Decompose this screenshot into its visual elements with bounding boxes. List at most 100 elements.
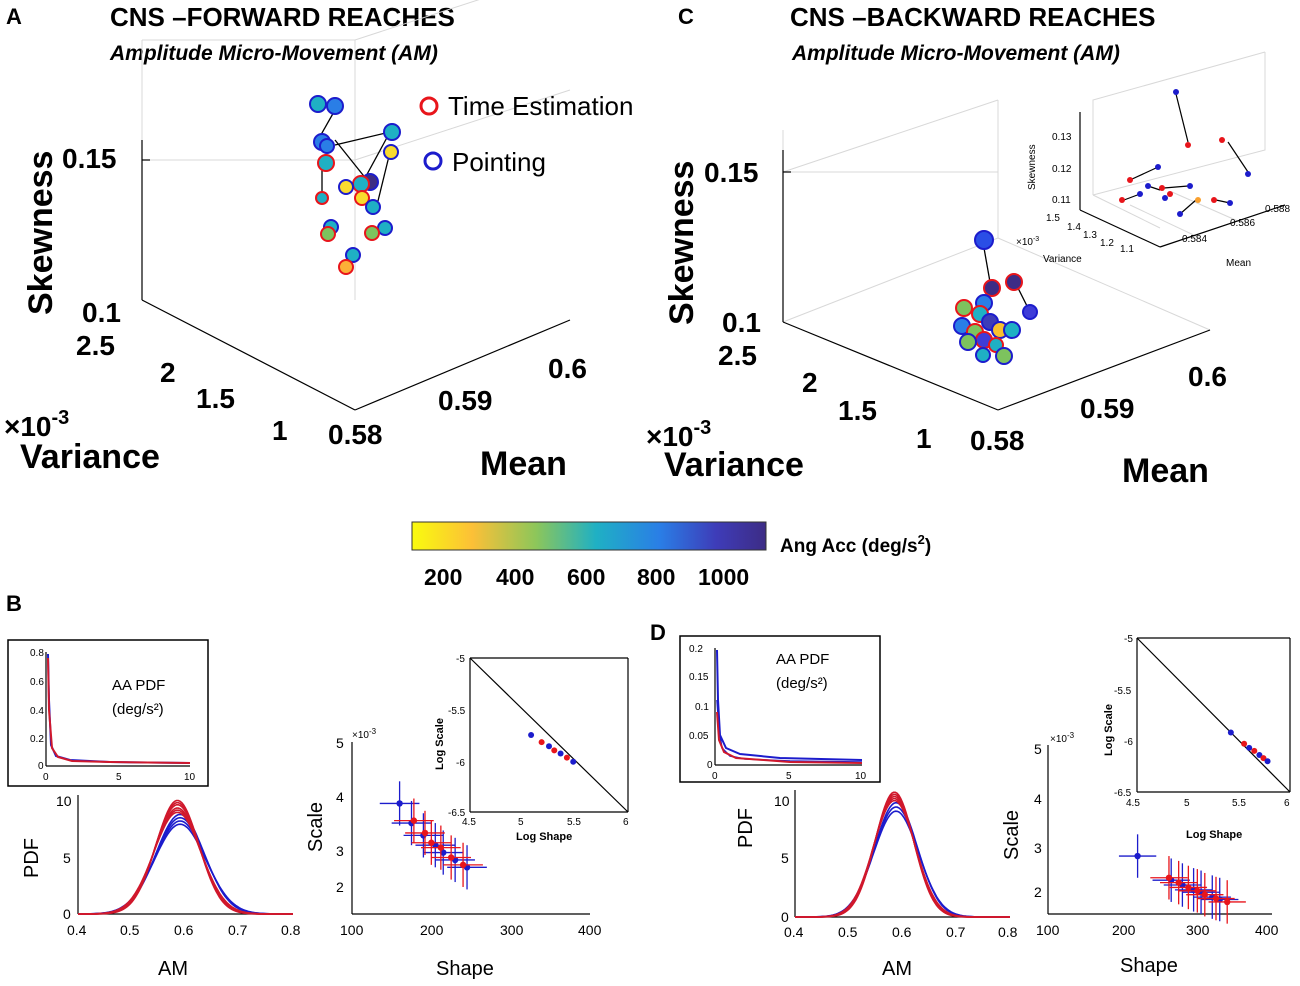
panel-b-log-ylabel: Log Scale — [434, 718, 446, 770]
scatter-point-time-estimation — [1194, 887, 1201, 895]
panel-d-log-xlabel: Log Shape — [1186, 829, 1242, 841]
panel-c-point-time-estimation — [955, 299, 973, 317]
panel-c-inset-point — [1245, 171, 1251, 177]
log-point — [563, 754, 570, 761]
panel-d-inset-curve-time-estimation — [716, 711, 863, 764]
legend: Time Estimation Pointing — [419, 91, 633, 177]
panel-c-ztick-0: 0.15 — [704, 157, 759, 188]
panel-b-scatter-xtick-0: 100 — [340, 922, 364, 938]
panel-b-log-ytick-3: -6.5 — [448, 808, 466, 819]
panel-a-point-pointing — [377, 220, 393, 236]
panel-a-point-pointing — [309, 95, 327, 113]
panel-b-inset-ytick-1: 0.2 — [30, 734, 44, 745]
panel-b-scatter-ytick-0: 2 — [336, 879, 344, 895]
panel-d-inset-xtick-0: 0 — [712, 771, 718, 782]
panel-a-point-pointing — [365, 199, 381, 215]
panel-d-log-ylabel: Log Scale — [1103, 704, 1115, 756]
panel-a-point-pointing — [326, 97, 344, 115]
panel-c-zlabel: Skewness — [663, 161, 701, 325]
panel-b-scatter-xtick-3: 400 — [578, 922, 602, 938]
panel-c-inset-arrow — [1227, 141, 1249, 173]
panel-c-inset-xlabel: Variance — [1043, 254, 1082, 265]
panel-d-log-fit-line — [1136, 637, 1291, 793]
scatter-point-time-estimation — [421, 829, 429, 837]
panel-c-point-pointing — [974, 230, 994, 250]
colorbar-tick-3: 800 — [637, 564, 675, 590]
panel-b-pdf-xtick-4: 0.8 — [281, 922, 301, 938]
legend-time-estimation-marker — [419, 96, 439, 116]
panel-c-inset-ylabel: Mean — [1226, 258, 1251, 269]
panel-b-inset-xtick-1: 5 — [116, 772, 122, 783]
panel-c-inset-exponent: ×10-3 — [1016, 236, 1039, 248]
panel-c-inset-point — [1145, 183, 1151, 189]
panel-a-axes — [141, 140, 571, 411]
panel-a-ztick-1: 0.1 — [82, 297, 121, 328]
panel-a-points — [309, 95, 401, 275]
panel-d-inset-curve-pointing — [716, 649, 863, 761]
panel-d-scatter-exponent: ×10-3 — [1050, 731, 1075, 745]
panel-d-scatter-ylabel: Scale — [1001, 810, 1023, 860]
panel-a-xtick-2: 1.5 — [196, 383, 235, 414]
panel-d-inset-ytick-3: 0.15 — [689, 672, 709, 683]
panel-d-inset-ytick-4: 0.2 — [689, 644, 703, 655]
panel-d-scatter-xtick-0: 100 — [1036, 922, 1060, 938]
panel-c-point-pointing — [1003, 321, 1021, 339]
panel-c-point-time-estimation — [1005, 273, 1023, 291]
panel-c-arrow — [983, 247, 991, 283]
panel-c-inset-point — [1137, 191, 1143, 197]
panel-b-scatter-xtick-2: 300 — [500, 922, 524, 938]
panel-c-grid — [782, 99, 1211, 331]
panel-d-log-marks — [1227, 729, 1271, 765]
panel-c-inset-arrow — [1163, 185, 1189, 189]
panel-d-pdf-ytick-1: 5 — [781, 850, 789, 866]
panel-c-inset-point — [1185, 142, 1191, 148]
panel-d-scatter-xtick-1: 200 — [1112, 922, 1136, 938]
panel-c-inset-xtick-1: 1.4 — [1067, 222, 1081, 233]
panel-c-inset-point — [1211, 197, 1217, 203]
panel-a-arrow — [334, 131, 391, 146]
panel-b-inset-ytick-2: 0.4 — [30, 706, 44, 717]
panel-d-letter: D — [650, 620, 666, 645]
panel-a-arrow — [376, 151, 391, 206]
panel-d-scatter-xlabel: Shape — [1120, 955, 1178, 977]
panel-b-scatter: 5 4 3 2 100 200 300 400 ×10-3 Scale Shap… — [305, 727, 602, 980]
panel-b-scatter-ytick-3: 5 — [336, 735, 344, 751]
panel-d-pdf-plot: 10 5 0 0.4 0.5 0.6 0.7 0.8 PDF AM — [735, 790, 1018, 980]
panel-c-ztick-1: 0.1 — [722, 307, 761, 338]
panel-d-scatter-ytick-3: 5 — [1034, 741, 1042, 757]
panel-a-ytick-0: 0.58 — [328, 419, 383, 450]
panel-d-pdf-ytick-2: 10 — [774, 793, 790, 809]
panel-c-points — [953, 230, 1038, 365]
panel-c-subtitle: Amplitude Micro-Movement (AM) — [791, 42, 1120, 65]
panel-a-xtick-3: 1 — [272, 415, 288, 446]
pdf-curve-pointing — [795, 810, 1010, 918]
panel-b-scatter-ytick-1: 3 — [336, 843, 344, 859]
pdf-curve-pointing — [78, 823, 293, 915]
panel-b-log-ytick-0: -5 — [456, 654, 465, 665]
panel-a-point-pointing — [345, 247, 361, 263]
panel-c-inset-xtick-0: 1.5 — [1046, 213, 1060, 224]
log-point — [1227, 729, 1234, 736]
colorbar-tick-0: 200 — [424, 564, 462, 590]
panel-c-ylabel: Mean — [1122, 452, 1209, 490]
log-point — [1251, 747, 1258, 754]
log-point — [557, 750, 564, 757]
panel-a-ytick-2: 0.6 — [548, 353, 587, 384]
panel-a-xtick-0: 2.5 — [76, 330, 115, 361]
panel-b-scatter-xtick-1: 200 — [420, 922, 444, 938]
scatter-point-time-estimation — [410, 817, 418, 824]
panel-d-pdf-ytick-0: 0 — [781, 909, 789, 925]
panel-a-point-pointing — [383, 123, 401, 141]
panel-c-inset-arrow — [1129, 167, 1157, 181]
panel-d-pdf-ylabel: PDF — [735, 808, 757, 848]
panel-d-inset-label: AA PDF — [776, 651, 829, 668]
panel-b-inset-label: AA PDF — [112, 677, 165, 694]
panel-c-ytick-0: 0.58 — [970, 425, 1025, 456]
panel-d-log-xtick-1: 5 — [1184, 798, 1190, 809]
panel-c-title: CNS –BACKWARD REACHES — [790, 2, 1155, 32]
panel-b-letter: B — [6, 591, 22, 616]
panel-a-ytick-1: 0.59 — [438, 385, 493, 416]
legend-time-estimation-label: Time Estimation — [448, 91, 633, 121]
panel-b-pdf-ytick-0: 0 — [63, 906, 71, 922]
